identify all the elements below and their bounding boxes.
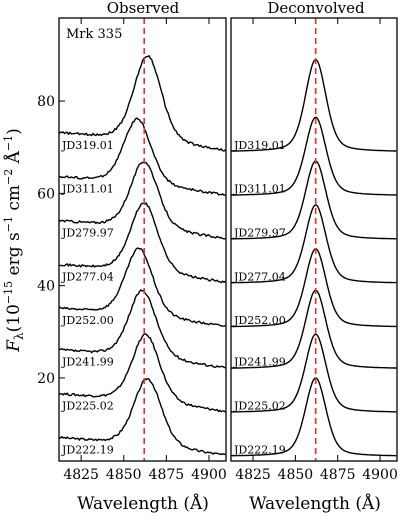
x-tick-label: 4875 xyxy=(320,467,356,483)
spectrum-line xyxy=(59,202,226,284)
spectrum-line xyxy=(231,333,397,413)
object-label: Mrk 335 xyxy=(66,27,122,42)
y-axis-label-erg: erg s xyxy=(4,232,24,281)
epoch-label: JD252.00 xyxy=(233,314,286,327)
y-axis-label-exp1: −15 xyxy=(2,281,15,304)
deconvolved-panel: Deconvolved JD222.19 JD225.02 JD241.99 JD25… xyxy=(230,0,398,483)
epoch-label: JD225.02 xyxy=(61,400,114,413)
observed-panel-title: Observed xyxy=(107,0,180,17)
spectrum-line xyxy=(59,161,226,240)
epoch-label: JD277.04 xyxy=(61,270,114,283)
epoch-label: JD241.99 xyxy=(61,356,114,369)
y-axis-label-open: (10 xyxy=(4,304,24,332)
spectra-group xyxy=(231,18,397,461)
x-tick-label: 4900 xyxy=(362,467,398,483)
spectrum-line xyxy=(231,289,397,369)
y-axis-label-exp4: −1 xyxy=(2,135,15,151)
observed-x-axis-label: Wavelength (Å) xyxy=(77,493,209,514)
spectrum-line xyxy=(59,289,226,369)
y-axis-label-subscript: λ xyxy=(12,332,26,340)
epoch-label: JD241.99 xyxy=(233,356,286,369)
epoch-label: JD319.01 xyxy=(61,139,114,152)
deconvolved-frame xyxy=(230,17,398,462)
epoch-label: JD225.02 xyxy=(233,400,286,413)
x-tick-label: 4850 xyxy=(278,467,314,483)
spectrum-line xyxy=(231,59,397,152)
epoch-label: JD311.01 xyxy=(61,183,114,196)
spectrum-line xyxy=(231,377,397,457)
observed-plot-area: JD222.19 JD225.02 JD241.99 JD252.00 JD277.04… xyxy=(59,18,226,461)
x-tick-label: 4850 xyxy=(106,467,142,483)
x-tick-label: 4825 xyxy=(235,467,271,483)
y-tick-label: 60 xyxy=(37,186,55,202)
spectrum-line xyxy=(231,204,397,284)
y-axis-label-symbol: F xyxy=(4,339,24,353)
observed-x-ticks: 4825 4850 4875 4900 xyxy=(63,18,227,483)
y-tick-label: 80 xyxy=(37,94,55,110)
spectrum-line xyxy=(231,248,397,328)
y-tick-label: 20 xyxy=(37,371,55,387)
y-tick-label: 40 xyxy=(37,279,55,295)
x-tick-label: 4900 xyxy=(191,467,227,483)
y-axis-label-exp2: −1 xyxy=(2,216,15,232)
spectrum-line xyxy=(59,378,226,456)
y-axis-label-angstrom: Å xyxy=(3,150,24,168)
spectra-group xyxy=(59,18,226,461)
epoch-label: JD311.01 xyxy=(233,183,286,196)
deconvolved-x-ticks: 4825 4850 4875 4900 xyxy=(235,18,398,483)
spectrum-line xyxy=(59,247,226,327)
epoch-label: JD279.97 xyxy=(61,227,114,240)
epoch-label: JD277.04 xyxy=(233,270,286,283)
deconvolved-panel-title: Deconvolved xyxy=(267,0,365,17)
y-axis-label-cm: cm xyxy=(4,185,24,216)
spectrum-line xyxy=(231,160,397,240)
spectrum-line xyxy=(59,117,226,197)
spectrum-line xyxy=(59,55,226,152)
y-axis-label-exp3: −2 xyxy=(2,169,15,185)
epoch-label: JD319.01 xyxy=(233,139,286,152)
y-axis-label-close: ) xyxy=(4,128,24,135)
x-tick-label: 4875 xyxy=(149,467,185,483)
epoch-label: JD222.19 xyxy=(61,443,114,456)
y-axis-label: Fλ(10−15 erg s−1 cm−2 Å−1) xyxy=(2,128,26,353)
epoch-label: JD222.19 xyxy=(233,443,286,456)
observed-frame xyxy=(58,17,227,462)
epoch-label: JD252.00 xyxy=(61,314,114,327)
observed-panel: Observed Mrk 335 JD222.19 JD225.02 JD241.9… xyxy=(37,0,227,483)
observed-y-ticks: 20 40 60 80 xyxy=(37,94,65,387)
deconvolved-plot-area: JD222.19 JD225.02 JD241.99 JD252.00 JD277.04… xyxy=(231,18,397,461)
x-tick-label: 4825 xyxy=(63,467,99,483)
spectrum-line xyxy=(231,116,397,196)
spectrum-line xyxy=(59,332,226,413)
epoch-label: JD279.97 xyxy=(233,227,286,240)
deconvolved-x-axis-label: Wavelength (Å) xyxy=(249,493,381,514)
